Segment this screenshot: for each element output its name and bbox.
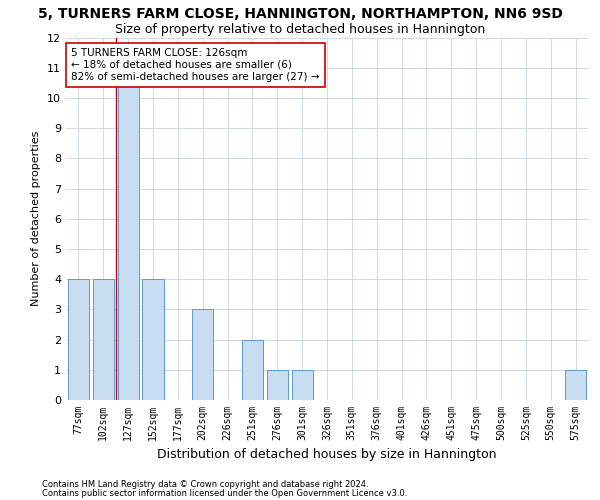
Bar	[93, 279, 114, 400]
Text: 5 TURNERS FARM CLOSE: 126sqm
← 18% of detached houses are smaller (6)
82% of sem: 5 TURNERS FARM CLOSE: 126sqm ← 18% of de…	[71, 48, 320, 82]
Text: Size of property relative to detached houses in Hannington: Size of property relative to detached ho…	[115, 22, 485, 36]
Bar	[565, 370, 586, 400]
Text: Contains HM Land Registry data © Crown copyright and database right 2024.: Contains HM Land Registry data © Crown c…	[42, 480, 368, 489]
Text: Contains public sector information licensed under the Open Government Licence v3: Contains public sector information licen…	[42, 488, 407, 498]
Bar	[142, 279, 164, 400]
Bar	[68, 279, 89, 400]
Y-axis label: Number of detached properties: Number of detached properties	[31, 131, 41, 306]
X-axis label: Distribution of detached houses by size in Hannington: Distribution of detached houses by size …	[157, 448, 497, 462]
Bar	[242, 340, 263, 400]
Bar	[192, 310, 213, 400]
Bar	[292, 370, 313, 400]
Text: 5, TURNERS FARM CLOSE, HANNINGTON, NORTHAMPTON, NN6 9SD: 5, TURNERS FARM CLOSE, HANNINGTON, NORTH…	[38, 8, 562, 22]
Bar	[267, 370, 288, 400]
Bar	[118, 68, 139, 400]
